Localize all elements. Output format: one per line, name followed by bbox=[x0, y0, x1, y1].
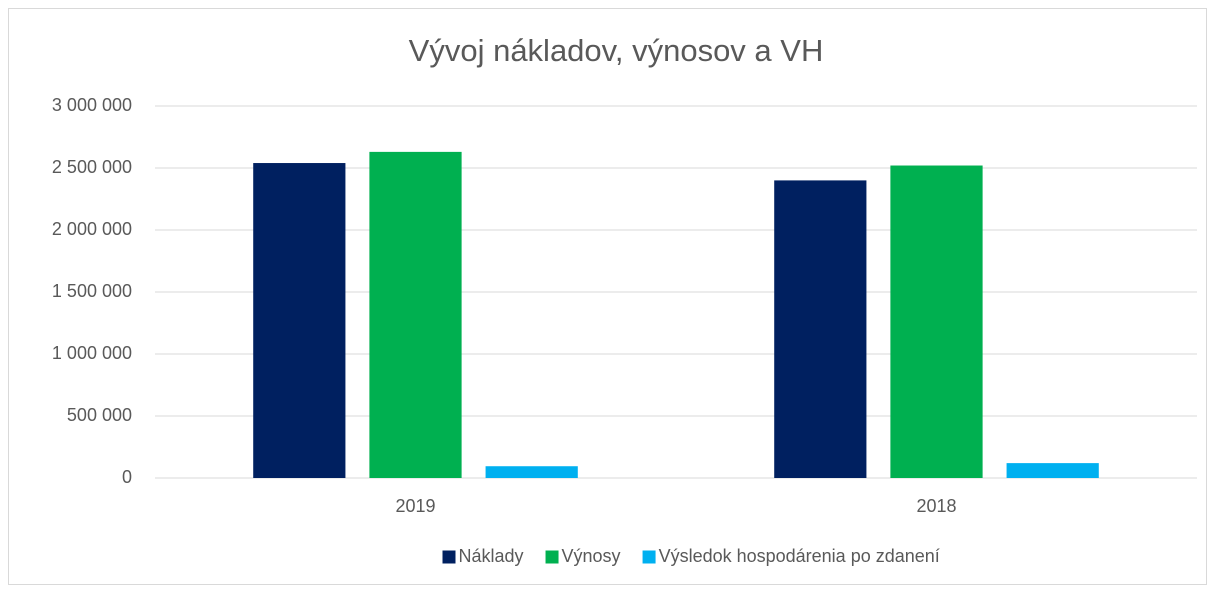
chart-border bbox=[8, 8, 1207, 585]
bar bbox=[890, 165, 983, 478]
y-tick-label: 2 000 000 bbox=[52, 219, 132, 239]
legend-label: Náklady bbox=[459, 546, 524, 566]
chart-title: Vývoj nákladov, výnosov a VH bbox=[409, 33, 824, 68]
bar bbox=[774, 180, 867, 478]
y-tick-label: 500 000 bbox=[67, 405, 132, 425]
y-tick-label: 2 500 000 bbox=[52, 157, 132, 177]
x-tick-label: 2019 bbox=[395, 496, 435, 516]
bar bbox=[1006, 463, 1099, 478]
y-tick-label: 0 bbox=[122, 467, 132, 487]
legend-label: Výsledok hospodárenia po zdanení bbox=[659, 546, 940, 566]
y-tick-label: 1 500 000 bbox=[52, 281, 132, 301]
y-tick-label: 1 000 000 bbox=[52, 343, 132, 363]
legend-swatch bbox=[642, 550, 656, 564]
y-tick-label: 3 000 000 bbox=[52, 95, 132, 115]
legend-label: Výnosy bbox=[562, 546, 621, 566]
bar bbox=[485, 466, 578, 478]
x-tick-label: 2018 bbox=[916, 496, 956, 516]
legend-swatch bbox=[545, 550, 559, 564]
legend-swatch bbox=[442, 550, 456, 564]
bar bbox=[369, 151, 462, 478]
bar bbox=[253, 163, 346, 479]
